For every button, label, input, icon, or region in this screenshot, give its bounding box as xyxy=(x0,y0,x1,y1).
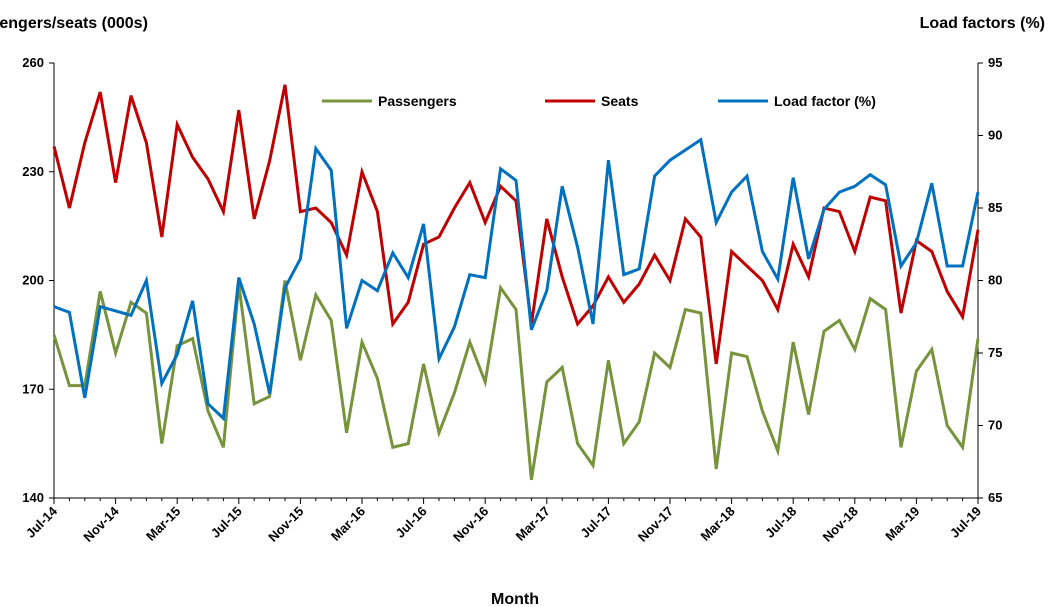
y-right-tick-label: 70 xyxy=(988,418,1002,433)
y-left-tick-label: 140 xyxy=(22,490,44,505)
y-axis-left-title: Passengers/seats (000s) xyxy=(0,15,148,32)
y-right-tick-label: 85 xyxy=(988,200,1002,215)
legend-label-seats: Seats xyxy=(601,93,639,109)
x-tick-label: Mar-16 xyxy=(328,504,368,544)
y-right-tick-label: 95 xyxy=(988,55,1002,70)
y-left-tick-label: 230 xyxy=(22,164,44,179)
y-left-tick-label: 170 xyxy=(22,381,44,396)
y-left-tick-label: 200 xyxy=(22,273,44,288)
x-tick-label: Jul-17 xyxy=(577,504,614,541)
legend-label-load-factor: Load factor (%) xyxy=(774,93,876,109)
x-tick-label: Mar-17 xyxy=(513,504,553,544)
y-right-tick-label: 75 xyxy=(988,345,1002,360)
x-tick-label: Nov-14 xyxy=(80,503,122,545)
y-right-tick-label: 65 xyxy=(988,490,1002,505)
x-tick-label: Mar-18 xyxy=(697,504,737,544)
x-tick-label: Jul-14 xyxy=(23,503,61,541)
series-lines xyxy=(52,84,980,481)
x-tick-label: Mar-19 xyxy=(882,504,922,544)
x-tick-label: Nov-15 xyxy=(265,504,306,545)
series-line-passengers xyxy=(52,280,980,481)
x-axis-title: Month xyxy=(491,591,539,607)
series-line-load-factor xyxy=(53,137,980,422)
x-tick-label: Nov-16 xyxy=(450,504,491,545)
y-right-tick-label: 80 xyxy=(988,273,1002,288)
x-tick-label: Jul-16 xyxy=(393,504,430,541)
x-tick-label: Jul-19 xyxy=(947,504,984,541)
x-tick-label: Nov-17 xyxy=(635,504,676,545)
axes: 140 170 200 230 260 65 70 75 80 85 90 95 Jul-14 Nov-1… xyxy=(22,55,1002,545)
y-right-tick-label: 90 xyxy=(988,128,1002,143)
y-axis-right-title: Load factors (%) xyxy=(920,15,1045,32)
x-tick-label: Jul-15 xyxy=(208,504,245,541)
legend-label-passengers: Passengers xyxy=(378,93,457,109)
x-tick-label: Mar-15 xyxy=(143,504,183,544)
x-tick-label: Jul-18 xyxy=(762,504,799,541)
legend: Passengers Seats Load factor (%) xyxy=(322,93,876,109)
x-tick-label: Nov-18 xyxy=(820,504,861,545)
y-left-tick-label: 260 xyxy=(22,55,44,70)
